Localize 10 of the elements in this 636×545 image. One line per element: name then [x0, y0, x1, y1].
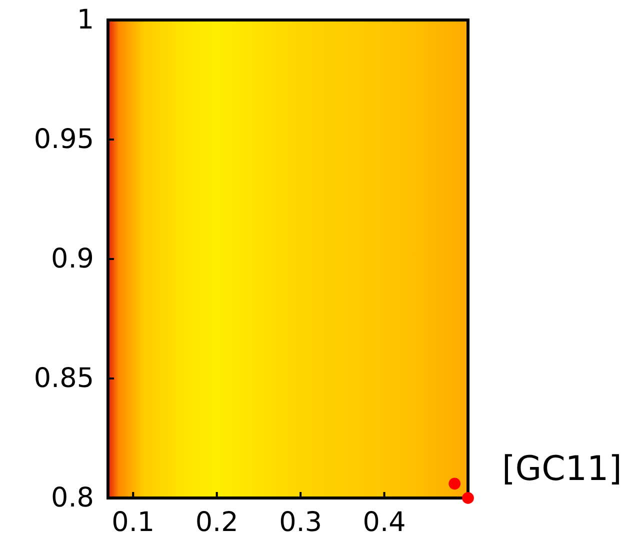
- x-tick-label: 0.4: [362, 507, 406, 538]
- x-tick-label: 0.1: [112, 507, 155, 538]
- x-tick-label: 0.3: [279, 507, 322, 538]
- x-tick-label: 0.2: [195, 507, 238, 538]
- y-tick-label: 0.8: [51, 482, 94, 514]
- y-tick-label: 0.9: [51, 244, 94, 275]
- y-tick-label: 0.85: [34, 363, 94, 394]
- y-tick-label: 1: [76, 4, 94, 36]
- text: [GC11]: [502, 449, 622, 489]
- y-tick-label: 0.95: [34, 124, 94, 156]
